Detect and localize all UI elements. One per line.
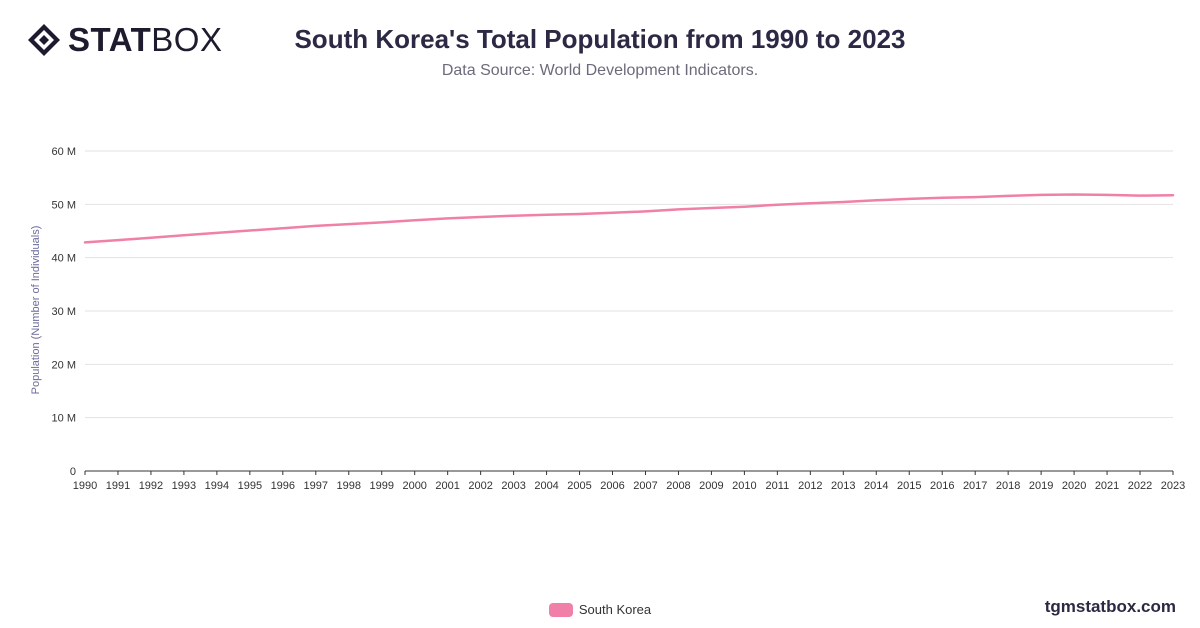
x-tick-label-2000: 2000 bbox=[402, 480, 426, 492]
series-line-south-korea bbox=[83, 193, 1175, 244]
statbox-diamond-icon bbox=[28, 24, 60, 56]
footer-brand: tgmstatbox.com bbox=[1044, 597, 1176, 616]
x-tick-label-2010: 2010 bbox=[732, 480, 756, 492]
legend-swatch-south-korea[interactable] bbox=[548, 602, 573, 617]
x-tick-label-2021: 2021 bbox=[1095, 480, 1119, 492]
x-tick-label-2001: 2001 bbox=[435, 480, 459, 492]
x-tick-label-2016: 2016 bbox=[930, 480, 954, 492]
y-tick-label-2: 20 M bbox=[52, 359, 76, 371]
x-tick-label-2008: 2008 bbox=[666, 480, 690, 492]
chart-title: South Korea's Total Population from 1990… bbox=[294, 24, 906, 54]
x-tick-label-1994: 1994 bbox=[205, 480, 229, 492]
x-tick-label-2003: 2003 bbox=[501, 480, 525, 492]
y-tick-label-3: 30 M bbox=[52, 306, 76, 318]
x-tick-label-2014: 2014 bbox=[864, 480, 888, 492]
x-tick-label-1992: 1992 bbox=[139, 480, 163, 492]
x-tick-label-2012: 2012 bbox=[798, 480, 822, 492]
y-axis-title: Population (Number of Individuals) bbox=[30, 226, 42, 395]
logo-wordmark: STATBOX bbox=[68, 22, 222, 58]
x-tick-label-1996: 1996 bbox=[271, 480, 295, 492]
legend: South Korea bbox=[0, 602, 1200, 617]
x-tick-label-2005: 2005 bbox=[567, 480, 591, 492]
y-tick-label-1: 10 M bbox=[52, 413, 76, 425]
x-tick-label-2011: 2011 bbox=[766, 480, 790, 492]
logo-text-light: BOX bbox=[151, 21, 223, 58]
x-tick-label-2017: 2017 bbox=[963, 480, 987, 492]
x-tick-label-2013: 2013 bbox=[831, 480, 855, 492]
statbox-logo: STATBOX bbox=[26, 22, 222, 58]
x-tick-label-1998: 1998 bbox=[337, 480, 361, 492]
x-tick-label-1990: 1990 bbox=[73, 480, 97, 492]
x-tick-label-2022: 2022 bbox=[1128, 480, 1152, 492]
logo-text-bold: STAT bbox=[68, 21, 152, 58]
y-tick-label-5: 50 M bbox=[52, 199, 76, 211]
x-tick-label-2009: 2009 bbox=[699, 480, 723, 492]
x-tick-label-2004: 2004 bbox=[534, 480, 558, 492]
x-tick-label-2006: 2006 bbox=[600, 480, 624, 492]
x-tick-label-2007: 2007 bbox=[633, 480, 657, 492]
y-tick-label-4: 40 M bbox=[52, 253, 76, 265]
x-tick-label-1997: 1997 bbox=[304, 480, 328, 492]
y-tick-label-6: 60 M bbox=[52, 146, 76, 158]
x-tick-label-2015: 2015 bbox=[897, 480, 921, 492]
x-tick-label-2018: 2018 bbox=[996, 480, 1020, 492]
x-tick-label-2002: 2002 bbox=[468, 480, 492, 492]
y-tick-label-0: 0 bbox=[70, 466, 76, 478]
legend-label-south-korea[interactable]: South Korea bbox=[578, 602, 652, 617]
x-tick-label-1995: 1995 bbox=[238, 480, 262, 492]
x-tick-label-2019: 2019 bbox=[1029, 480, 1053, 492]
x-tick-label-1991: 1991 bbox=[106, 480, 130, 492]
x-tick-label-1999: 1999 bbox=[369, 480, 393, 492]
x-tick-label-2020: 2020 bbox=[1062, 480, 1086, 492]
x-tick-label-1993: 1993 bbox=[172, 480, 196, 492]
chart-subtitle: Data Source: World Development Indicator… bbox=[441, 62, 759, 79]
x-tick-label-2023: 2023 bbox=[1161, 480, 1185, 492]
